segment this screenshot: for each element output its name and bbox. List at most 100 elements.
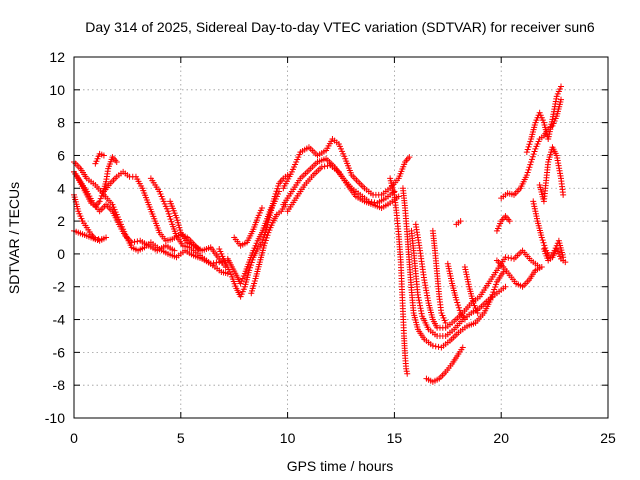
data-point [435,343,442,350]
data-point [456,307,463,314]
data-point [100,152,107,159]
series-track-32 [540,245,569,266]
y-tick-label: -6 [53,344,66,360]
data-point [538,264,545,271]
data-point [558,96,565,103]
y-tick-label: 0 [57,246,65,262]
data-point [502,283,509,290]
series-track-15 [280,155,398,208]
data-point [263,234,270,241]
data-point [508,255,515,262]
data-point [259,236,266,243]
data-point [540,239,547,246]
data-point [474,309,481,316]
data-point [258,204,265,211]
y-tick-label: 4 [57,180,65,196]
x-tick-label: 25 [600,430,616,446]
data-point [558,83,565,90]
data-point [506,218,513,225]
data-point [262,237,269,244]
data-point [493,281,500,288]
data-point [539,237,546,244]
data-point [488,294,495,301]
data-point [261,242,268,249]
data-point [529,153,536,160]
series-track-16 [284,162,402,215]
data-point [528,159,535,166]
y-tick-label: 8 [57,115,65,131]
data-point [213,259,220,266]
y-tick-label: 10 [49,82,65,98]
data-point [524,169,531,176]
data-point [113,159,120,166]
data-point [276,188,283,195]
y-tick-label: -2 [53,279,66,295]
data-point [134,238,141,245]
series-track-14 [280,136,413,198]
data-point [562,259,569,266]
data-point [168,218,175,225]
series-track-13 [231,204,265,249]
y-tick-label: 12 [49,49,65,65]
series-track-29 [523,83,565,156]
y-tick-label: -8 [53,377,66,393]
data-point [432,343,439,350]
data-point [131,238,138,245]
series-track-21 [423,344,466,385]
series-track-6 [92,150,107,167]
data-point [415,297,422,304]
series-track-2 [71,168,178,254]
series-track-20 [412,221,543,331]
data-point [492,283,499,290]
series-track-8 [147,175,231,277]
data-point [416,299,423,306]
series-track-25 [453,218,464,228]
data-point [414,291,421,298]
data-point [166,213,173,220]
series-track-28 [498,96,565,202]
data-point [525,143,532,150]
data-point [418,310,425,317]
data-point [171,247,178,254]
data-point [98,192,105,199]
data-point [128,239,135,246]
data-point [461,316,468,323]
x-tick-label: 20 [493,430,509,446]
data-point [404,370,411,377]
data-point [261,240,268,247]
series-track-23 [444,260,468,323]
data-point [429,342,436,349]
data-point [524,146,531,153]
series-track-22 [429,227,449,326]
data-point [258,239,265,246]
chart-title: Day 314 of 2025, Sidereal Day-to-day VTE… [85,19,595,35]
data-point [505,254,512,261]
data-point [96,198,103,205]
data-point [531,148,538,155]
data-point [103,234,110,241]
data-point [457,218,464,225]
data-point [502,254,509,261]
data-point [526,164,533,171]
series-track-12 [248,201,289,297]
data-point [415,294,422,301]
x-tick-label: 0 [70,430,78,446]
plot-frame [73,56,609,419]
data-point [453,296,460,303]
data-point [491,286,498,293]
x-tick-label: 15 [387,430,403,446]
data-point [538,234,545,241]
data-point [455,302,462,309]
data-point [523,149,530,156]
data-point [97,195,104,202]
data-point [324,162,331,169]
series-track-18 [399,185,507,351]
data-point [560,191,567,198]
data-point [442,319,449,326]
series-track-31 [536,144,567,205]
y-tick-label: 2 [57,213,65,229]
data-point [246,267,253,274]
y-tick-label: -4 [53,312,66,328]
series-track-11 [224,188,283,287]
